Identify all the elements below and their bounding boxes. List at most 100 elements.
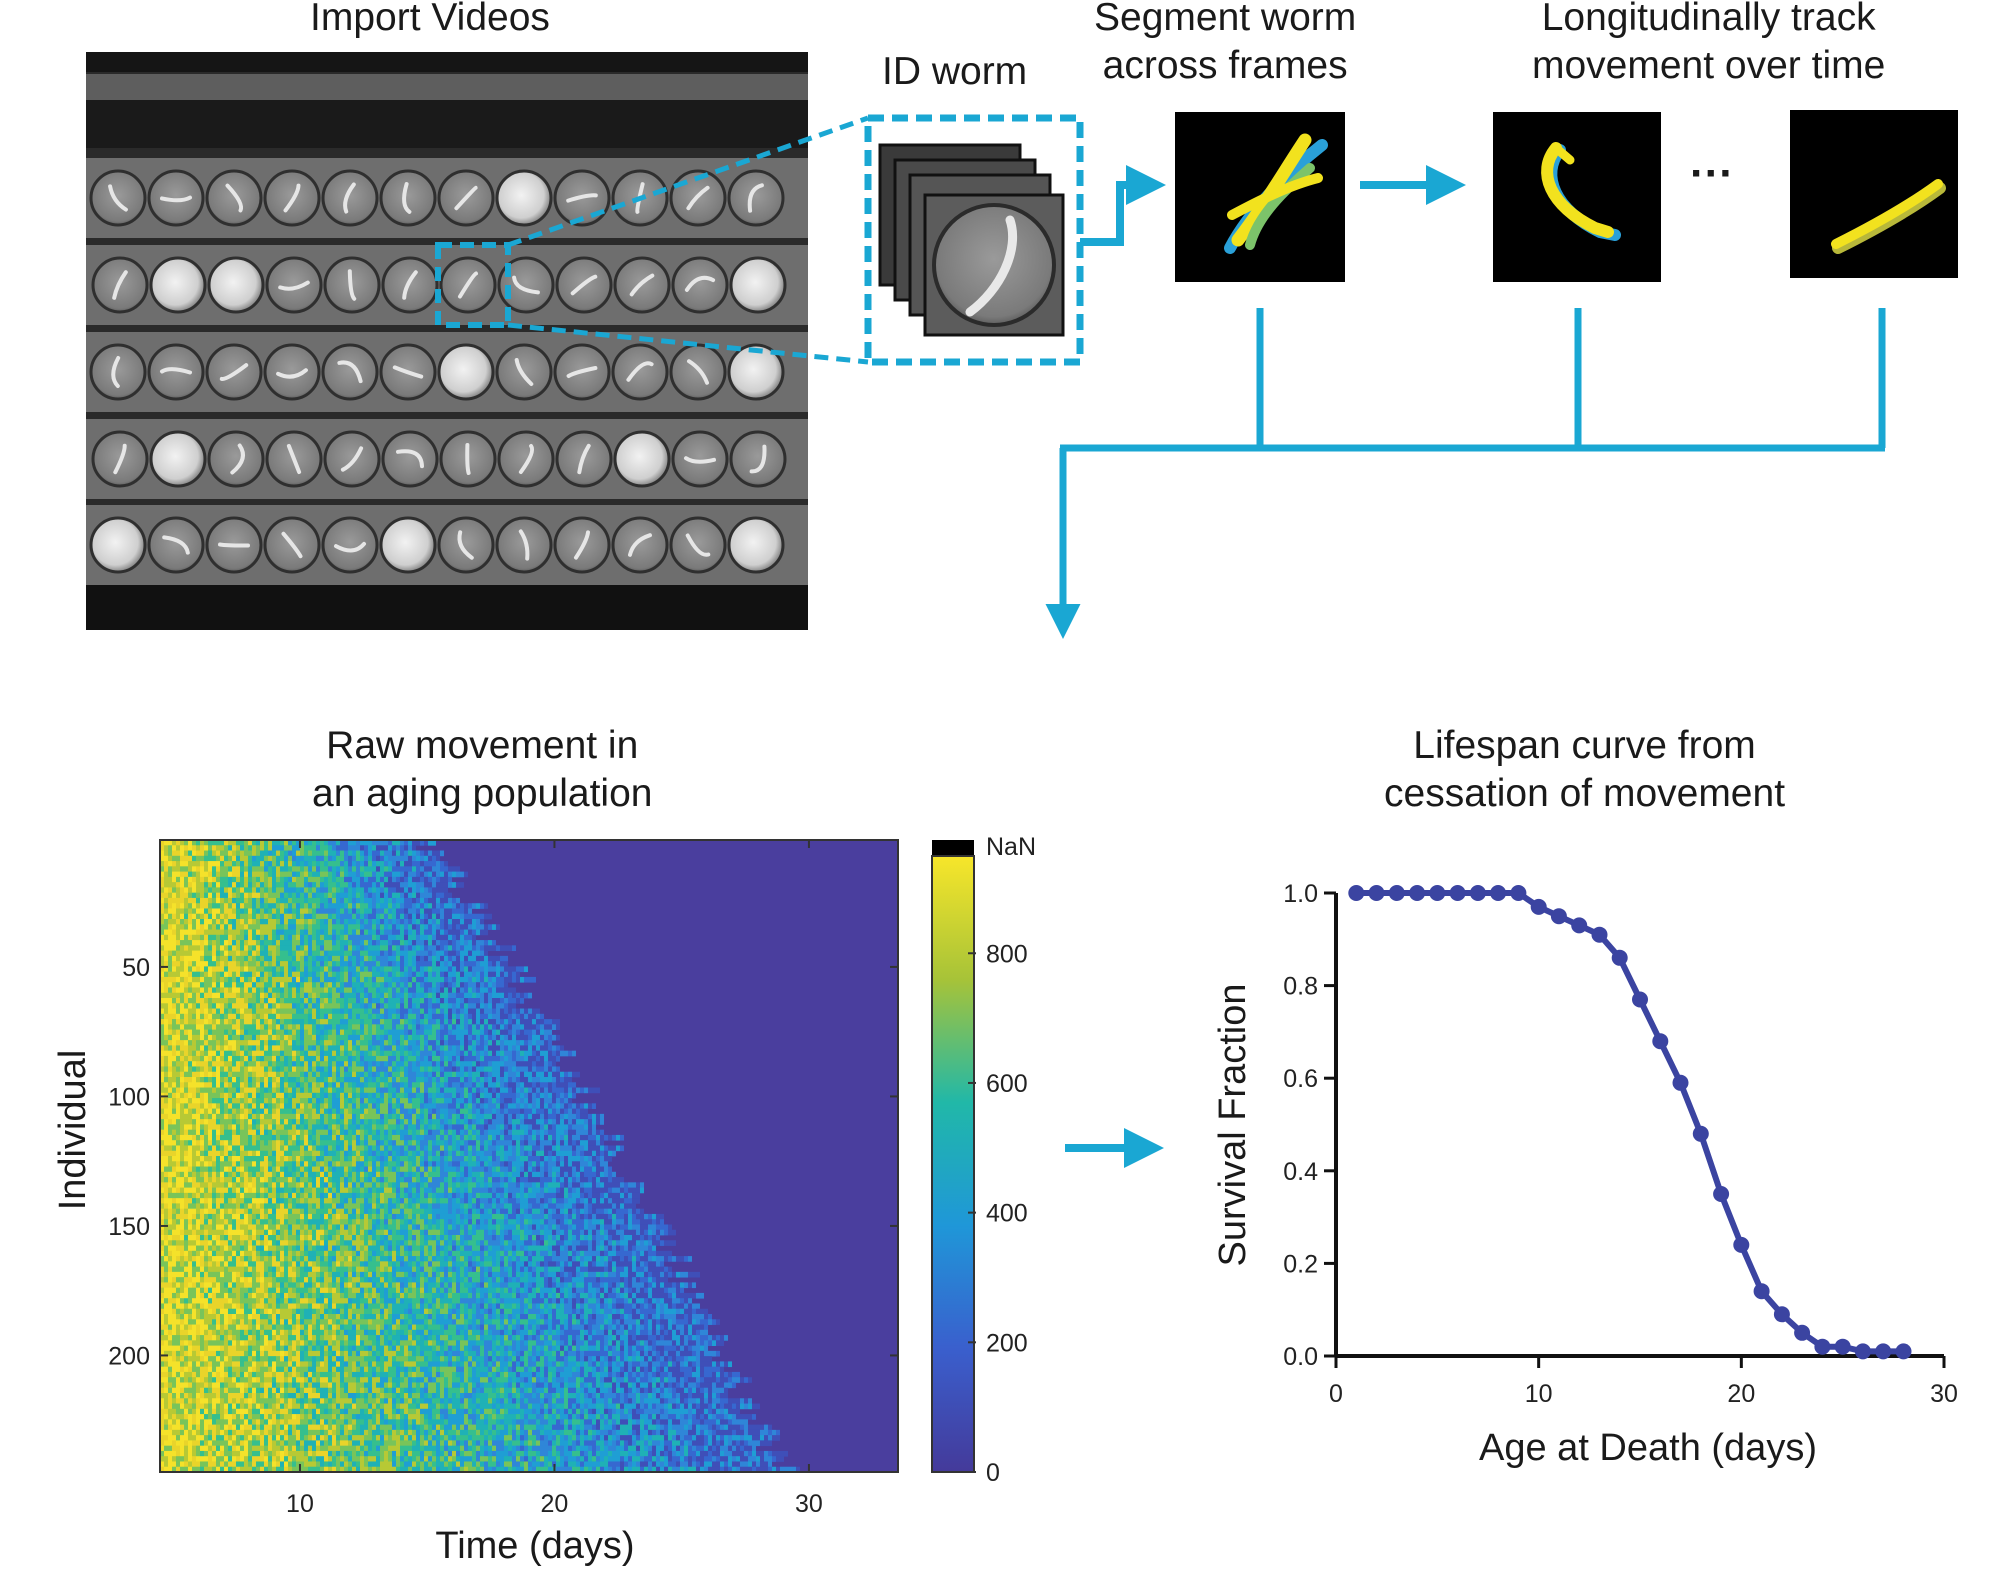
worm-in-well	[626, 361, 654, 382]
heatmap-x-tick: 10	[286, 1490, 314, 1518]
colorbar-nan-label: NaN	[986, 833, 1036, 861]
worm-in-well	[684, 456, 716, 464]
plate-well	[495, 516, 553, 574]
worm-in-well	[454, 185, 478, 211]
worm-in-well	[337, 360, 363, 384]
worm-in-well	[747, 183, 764, 213]
worm-in-well	[684, 275, 716, 292]
worm-in-well	[458, 271, 478, 299]
worm-in-well	[396, 449, 424, 469]
worm-in-well	[347, 269, 357, 301]
plate-well	[205, 169, 263, 227]
plate-well	[147, 343, 205, 401]
plate-well	[669, 516, 727, 574]
worm-in-well	[628, 533, 652, 557]
worm-in-well	[566, 193, 598, 203]
lifespan-x-tick: 0	[1329, 1380, 1343, 1408]
survival-point	[1713, 1186, 1730, 1202]
plate-well	[495, 169, 553, 227]
worm-in-well	[218, 542, 250, 548]
survival-point	[1449, 885, 1466, 901]
worm-in-well	[574, 530, 590, 560]
heatmap-y-tick: 200	[108, 1342, 150, 1370]
worm-in-well	[685, 533, 711, 557]
colorbar-tick: 0	[986, 1459, 1000, 1487]
label-longitudinal-track: Longitudinally track movement over time	[1532, 0, 1886, 87]
plate-well	[613, 430, 671, 488]
worm-in-well	[340, 446, 364, 472]
plate-well	[671, 430, 729, 488]
worm-in-well	[749, 444, 767, 474]
worm-in-well	[343, 182, 356, 214]
plate-well	[147, 169, 205, 227]
plate-well	[379, 516, 437, 574]
plate-well	[149, 430, 207, 488]
label-id-worm: ID worm	[882, 50, 1028, 93]
worm-in-well	[108, 184, 128, 212]
plate-well	[381, 256, 439, 314]
worm-in-well	[160, 367, 192, 375]
worm-in-well	[111, 356, 121, 388]
survival-point	[1753, 1283, 1770, 1300]
plate-well	[729, 256, 787, 314]
label-lifespan-curve: Lifespan curve from cessation of movement	[1384, 724, 1786, 815]
lifespan-y-axis-title: Survival Fraction	[1212, 984, 1254, 1267]
worm-in-well	[629, 273, 655, 297]
worm-in-well	[402, 270, 418, 300]
worm-in-well	[278, 280, 310, 291]
survival-point	[1854, 1343, 1871, 1360]
lifespan-chart: 0.0 0.2 0.4 0.6 0.8 1.0 0 10 20 30 Age at Death (…	[1212, 880, 1958, 1469]
colorbar-tick: 600	[986, 1070, 1028, 1098]
lifespan-x-axis-title: Age at Death (days)	[1479, 1427, 1817, 1469]
lifespan-y-tick: 0.4	[1283, 1158, 1318, 1186]
plate-well	[495, 343, 553, 401]
label-raw-movement: Raw movement in an aging population	[312, 724, 653, 815]
track-frame-last	[1790, 110, 1958, 278]
plate-well	[263, 343, 321, 401]
plate-well	[207, 430, 265, 488]
label-segment-worm: Segment worm across frames	[1094, 0, 1357, 87]
worm-in-well	[283, 183, 301, 213]
survival-point	[1611, 949, 1628, 966]
colorbar-tick: 200	[986, 1329, 1028, 1357]
plate-well	[381, 430, 439, 488]
survival-point	[1814, 1338, 1831, 1355]
survival-point	[1550, 908, 1567, 925]
lifespan-x-tick: 10	[1525, 1380, 1553, 1408]
plate-well	[611, 343, 669, 401]
survival-curve-line	[1356, 890, 1904, 1355]
plate-well	[611, 516, 669, 574]
worm-in-well	[514, 358, 534, 386]
plate-well	[265, 256, 323, 314]
worm-in-well	[112, 270, 128, 300]
video-plate-image	[86, 52, 808, 630]
plate-well	[323, 430, 381, 488]
heatmap-x-axis-title: Time (days)	[435, 1525, 634, 1567]
survival-point	[1510, 885, 1527, 901]
worm-in-well	[276, 368, 308, 379]
worm-in-well	[334, 541, 366, 553]
survival-point	[1591, 926, 1608, 943]
worm-in-well	[230, 443, 245, 475]
segment-frame	[1175, 112, 1345, 282]
plate-well	[147, 516, 205, 574]
plate-well	[727, 343, 785, 401]
lifespan-y-tick: 0.2	[1283, 1250, 1318, 1278]
plate-well	[321, 516, 379, 574]
survival-point	[1834, 1338, 1851, 1355]
plate-well	[321, 343, 379, 401]
worm-in-well	[457, 530, 474, 560]
survival-point	[1530, 898, 1547, 915]
ellipsis-frames: ···	[1690, 149, 1734, 198]
worm-in-well	[518, 444, 535, 474]
plate-well	[149, 256, 207, 314]
worm-in-well	[512, 275, 540, 295]
survival-point	[1409, 885, 1426, 901]
worm-in-well	[635, 182, 645, 214]
worm-in-well	[162, 535, 190, 555]
plate-well	[669, 343, 727, 401]
survival-point	[1388, 885, 1405, 901]
worm-in-well	[686, 185, 710, 211]
worm-in-well	[286, 444, 302, 474]
